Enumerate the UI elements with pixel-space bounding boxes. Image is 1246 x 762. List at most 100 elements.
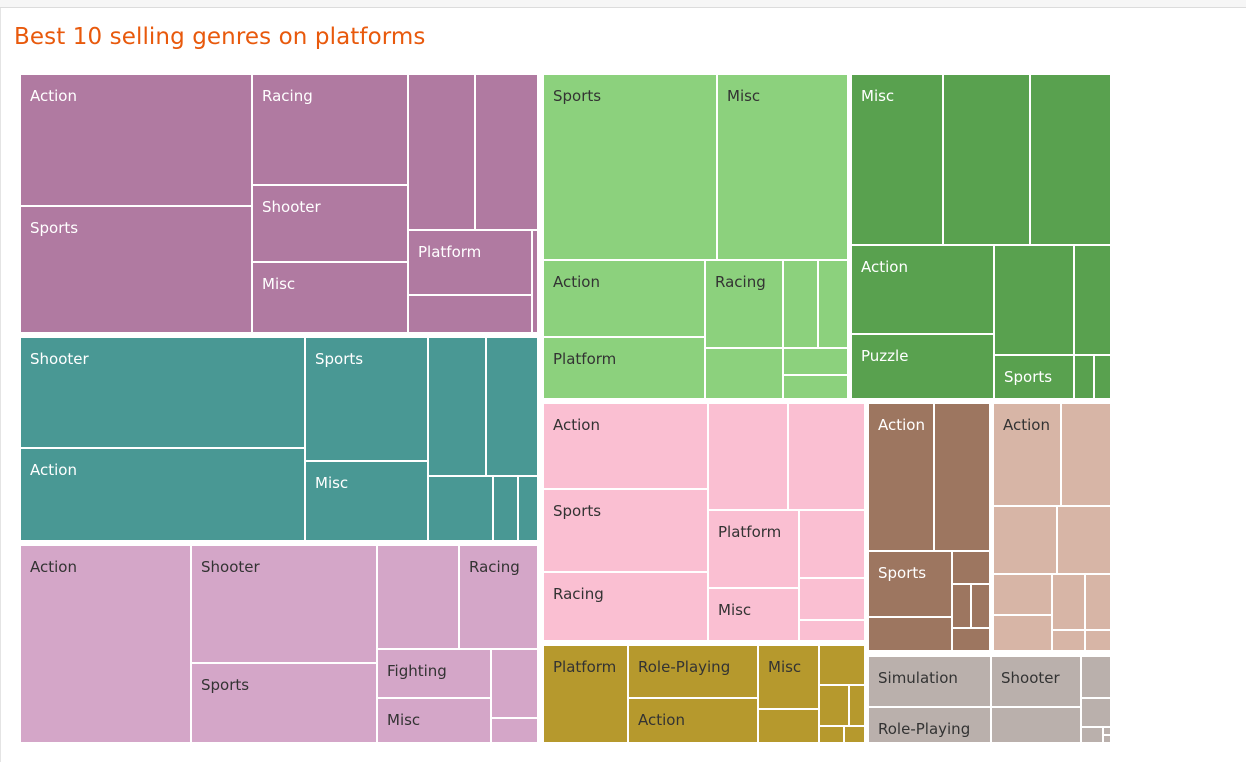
treemap-cell-unlabeled[interactable]: [799, 620, 865, 641]
treemap-cell-unlabeled[interactable]: [1103, 727, 1111, 735]
treemap-cell-fighting[interactable]: Fighting: [377, 649, 491, 698]
treemap-cell-unlabeled[interactable]: [994, 245, 1074, 355]
treemap-cell-misc[interactable]: Misc: [851, 74, 943, 245]
treemap-cell-action[interactable]: Action: [20, 74, 252, 206]
treemap-cell-unlabeled[interactable]: [952, 584, 971, 628]
treemap-cell-racing[interactable]: Racing: [705, 260, 783, 348]
treemap-cell-label: Racing: [469, 558, 520, 576]
treemap-cell-platform[interactable]: Platform: [408, 230, 532, 295]
treemap-cell-platform[interactable]: Platform: [708, 510, 799, 588]
treemap-cell-unlabeled[interactable]: [971, 584, 990, 628]
treemap-cell-unlabeled[interactable]: [758, 709, 819, 743]
treemap-cell-unlabeled[interactable]: [993, 574, 1052, 615]
treemap-cell-role-playing[interactable]: Role-Playing: [628, 645, 758, 698]
treemap-cell-racing[interactable]: Racing: [459, 545, 538, 649]
treemap-cell-unlabeled[interactable]: [408, 295, 532, 333]
treemap-cell-sports[interactable]: Sports: [20, 206, 252, 333]
treemap-cell-unlabeled[interactable]: [818, 260, 848, 348]
treemap-cell-sports[interactable]: Sports: [191, 663, 377, 743]
treemap-cell-shooter[interactable]: Shooter: [20, 337, 305, 448]
treemap-cell-label: Sports: [553, 502, 602, 520]
treemap-cell-role-playing[interactable]: Role-Playing: [868, 707, 991, 743]
treemap-cell-platform[interactable]: Platform: [543, 337, 705, 399]
treemap-cell-action[interactable]: Action: [628, 698, 758, 743]
treemap-cell-misc[interactable]: Misc: [717, 74, 848, 260]
treemap-cell-unlabeled[interactable]: [493, 476, 518, 541]
treemap-cell-unlabeled[interactable]: [491, 649, 538, 718]
treemap-cell-unlabeled[interactable]: [1057, 506, 1111, 574]
treemap-cell-unlabeled[interactable]: [1061, 403, 1111, 506]
treemap-cell-unlabeled[interactable]: [819, 726, 844, 743]
treemap-cell-racing[interactable]: Racing: [543, 572, 708, 641]
treemap-cell-action[interactable]: Action: [851, 245, 994, 334]
treemap-cell-unlabeled[interactable]: [783, 348, 848, 375]
treemap-cell-unlabeled[interactable]: [1085, 574, 1111, 630]
treemap-cell-unlabeled[interactable]: [475, 74, 538, 230]
treemap-cell-sports[interactable]: Sports: [994, 355, 1074, 399]
treemap-cell-unlabeled[interactable]: [491, 718, 538, 743]
treemap-cell-unlabeled[interactable]: [1052, 574, 1085, 630]
treemap-cell-unlabeled[interactable]: [788, 403, 865, 510]
treemap-cell-unlabeled[interactable]: [991, 707, 1081, 743]
treemap-cell-puzzle[interactable]: Puzzle: [851, 334, 994, 399]
treemap-cell-unlabeled[interactable]: [1052, 630, 1085, 651]
treemap-cell-unlabeled[interactable]: [849, 685, 865, 726]
treemap-cell-unlabeled[interactable]: [934, 403, 990, 551]
treemap-cell-action[interactable]: Action: [543, 260, 705, 337]
treemap-cell-unlabeled[interactable]: [705, 348, 783, 399]
treemap-cell-label: Misc: [718, 601, 752, 619]
treemap-cell-shooter[interactable]: Shooter: [252, 185, 408, 262]
treemap-cell-unlabeled[interactable]: [993, 506, 1057, 574]
treemap-cell-misc[interactable]: Misc: [758, 645, 819, 709]
treemap-cell-unlabeled[interactable]: [708, 403, 788, 510]
treemap-cell-unlabeled[interactable]: [377, 545, 459, 649]
treemap-cell-platform[interactable]: Platform: [543, 645, 628, 743]
treemap-cell-action[interactable]: Action: [20, 545, 191, 743]
treemap-cell-shooter[interactable]: Shooter: [991, 656, 1081, 707]
treemap-cell-sports[interactable]: Sports: [868, 551, 952, 617]
treemap-cell-unlabeled[interactable]: [428, 476, 493, 541]
treemap-cell-action[interactable]: Action: [543, 403, 708, 489]
treemap-cell-unlabeled[interactable]: [1030, 74, 1111, 245]
treemap-cell-label: Puzzle: [861, 347, 909, 365]
treemap-cell-unlabeled[interactable]: [408, 74, 475, 230]
treemap-cell-unlabeled[interactable]: [819, 645, 865, 685]
treemap-cell-unlabeled[interactable]: [1085, 630, 1111, 651]
treemap-cell-unlabeled[interactable]: [1081, 727, 1103, 743]
treemap-cell-unlabeled[interactable]: [783, 260, 818, 348]
treemap-cell-misc[interactable]: Misc: [377, 698, 491, 743]
treemap-cell-action[interactable]: Action: [20, 448, 305, 541]
treemap-cell-unlabeled[interactable]: [844, 726, 865, 743]
treemap-cell-unlabeled[interactable]: [993, 615, 1052, 651]
treemap-cell-sports[interactable]: Sports: [543, 74, 717, 260]
treemap-cell-unlabeled[interactable]: [1103, 735, 1111, 743]
treemap-cell-shooter[interactable]: Shooter: [191, 545, 377, 663]
treemap-cell-misc[interactable]: Misc: [305, 461, 428, 541]
treemap-cell-racing[interactable]: Racing: [252, 74, 408, 185]
treemap-cell-unlabeled[interactable]: [1074, 355, 1094, 399]
treemap-cell-sports[interactable]: Sports: [543, 489, 708, 572]
treemap-cell-unlabeled[interactable]: [1074, 245, 1111, 355]
treemap-cell-unlabeled[interactable]: [799, 578, 865, 620]
treemap-cell-unlabeled[interactable]: [428, 337, 486, 476]
treemap-cell-unlabeled[interactable]: [783, 375, 848, 399]
treemap-cell-unlabeled[interactable]: [799, 510, 865, 578]
treemap-cell-sports[interactable]: Sports: [305, 337, 428, 461]
treemap-cell-unlabeled[interactable]: [532, 230, 538, 333]
treemap-cell-action[interactable]: Action: [868, 403, 934, 551]
treemap-cell-unlabeled[interactable]: [486, 337, 538, 476]
treemap-cell-unlabeled[interactable]: [868, 617, 952, 651]
treemap-cell-misc[interactable]: Misc: [252, 262, 408, 333]
treemap-cell-action[interactable]: Action: [993, 403, 1061, 506]
treemap-cell-simulation[interactable]: Simulation: [868, 656, 991, 707]
treemap-cell-label: Misc: [861, 87, 895, 105]
treemap-cell-unlabeled[interactable]: [943, 74, 1030, 245]
treemap-cell-misc[interactable]: Misc: [708, 588, 799, 641]
treemap-cell-unlabeled[interactable]: [1081, 698, 1111, 727]
treemap-cell-unlabeled[interactable]: [819, 685, 849, 726]
treemap-cell-unlabeled[interactable]: [1094, 355, 1111, 399]
treemap-cell-unlabeled[interactable]: [1081, 656, 1111, 698]
treemap-cell-unlabeled[interactable]: [518, 476, 538, 541]
treemap-cell-unlabeled[interactable]: [952, 551, 990, 584]
treemap-cell-unlabeled[interactable]: [952, 628, 990, 651]
